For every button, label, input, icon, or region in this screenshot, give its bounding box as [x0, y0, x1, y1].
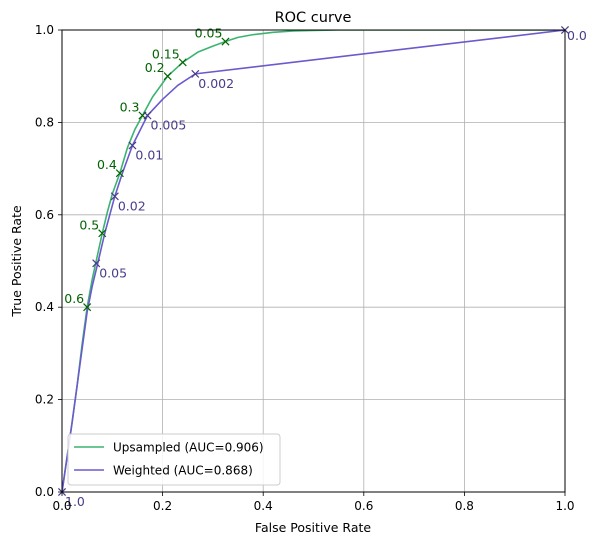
x-tick-label: 0.6: [354, 499, 373, 513]
threshold-marker-weighted: [128, 141, 137, 150]
threshold-marker-upsampled: [115, 169, 124, 178]
threshold-marker-upsampled: [98, 229, 107, 238]
x-tick-label: 0.4: [254, 499, 273, 513]
threshold-label-weighted: 0.01: [135, 148, 163, 163]
threshold-marker-upsampled: [178, 58, 187, 67]
threshold-marker-upsampled: [221, 37, 230, 46]
threshold-label-weighted: 0.05: [99, 265, 127, 280]
threshold-label-upsampled: 0.5: [79, 217, 99, 232]
chart-title: ROC curve: [275, 10, 352, 26]
threshold-label-upsampled: 0.3: [120, 99, 140, 114]
threshold-markers: [57, 25, 570, 497]
threshold-marker-upsampled: [163, 72, 172, 81]
x-axis-ticks: 0.0 0.2 0.4 0.6 0.8 1.0: [52, 492, 575, 513]
threshold-marker-upsampled: [83, 303, 92, 312]
threshold-label-weighted: 0.005: [151, 117, 187, 132]
threshold-marker-weighted: [143, 111, 152, 120]
y-axis-label: True Positive Rate: [9, 205, 24, 318]
legend-box: [67, 433, 281, 486]
threshold-label-upsampled: 0.05: [195, 26, 223, 41]
threshold-marker-weighted: [110, 192, 119, 201]
threshold-label-upsampled: 0.4: [97, 157, 117, 172]
legend-label-upsampled: Upsampled (AUC=0.906): [113, 441, 264, 455]
y-tick-label: 0.2: [35, 393, 54, 407]
x-axis-label: False Positive Rate: [255, 520, 371, 535]
legend: Upsampled (AUC=0.906) Weighted (AUC=0.86…: [67, 433, 281, 486]
x-tick-label: 0.0: [52, 499, 71, 513]
x-tick-label: 0.8: [455, 499, 474, 513]
y-tick-label: 0.8: [35, 115, 54, 129]
x-tick-label: 1.0: [555, 499, 574, 513]
threshold-label-upsampled: 0.2: [145, 60, 165, 75]
threshold-label-weighted: 1.0: [65, 494, 85, 509]
y-tick-label: 0.4: [35, 300, 54, 314]
threshold-marker-weighted: [191, 69, 200, 78]
legend-label-weighted: Weighted (AUC=0.868): [113, 464, 253, 478]
y-tick-label: 1.0: [35, 23, 54, 37]
threshold-label-weighted: 0.0: [567, 28, 587, 43]
y-axis-ticks: 0.0 0.2 0.4 0.6 0.8 1.0: [35, 23, 62, 499]
plot-frame: [61, 29, 566, 493]
y-tick-label: 0.0: [35, 485, 54, 499]
x-tick-label: 0.2: [153, 499, 172, 513]
threshold-labels: 0.6 0.5 0.4 0.3 0.20.15 0.05 1.0 0.05 0.02 0.01 0.…: [64, 26, 587, 509]
threshold-label-upsampled: 0.15: [152, 46, 180, 61]
roc-line-weighted: [62, 30, 565, 492]
threshold-marker-weighted: [92, 259, 101, 268]
y-tick-label: 0.6: [35, 208, 54, 222]
grid-lines: [61, 29, 566, 493]
threshold-label-weighted: 0.02: [118, 198, 146, 213]
threshold-label-upsampled: 0.6: [64, 291, 84, 306]
threshold-label-weighted: 0.002: [198, 76, 234, 91]
